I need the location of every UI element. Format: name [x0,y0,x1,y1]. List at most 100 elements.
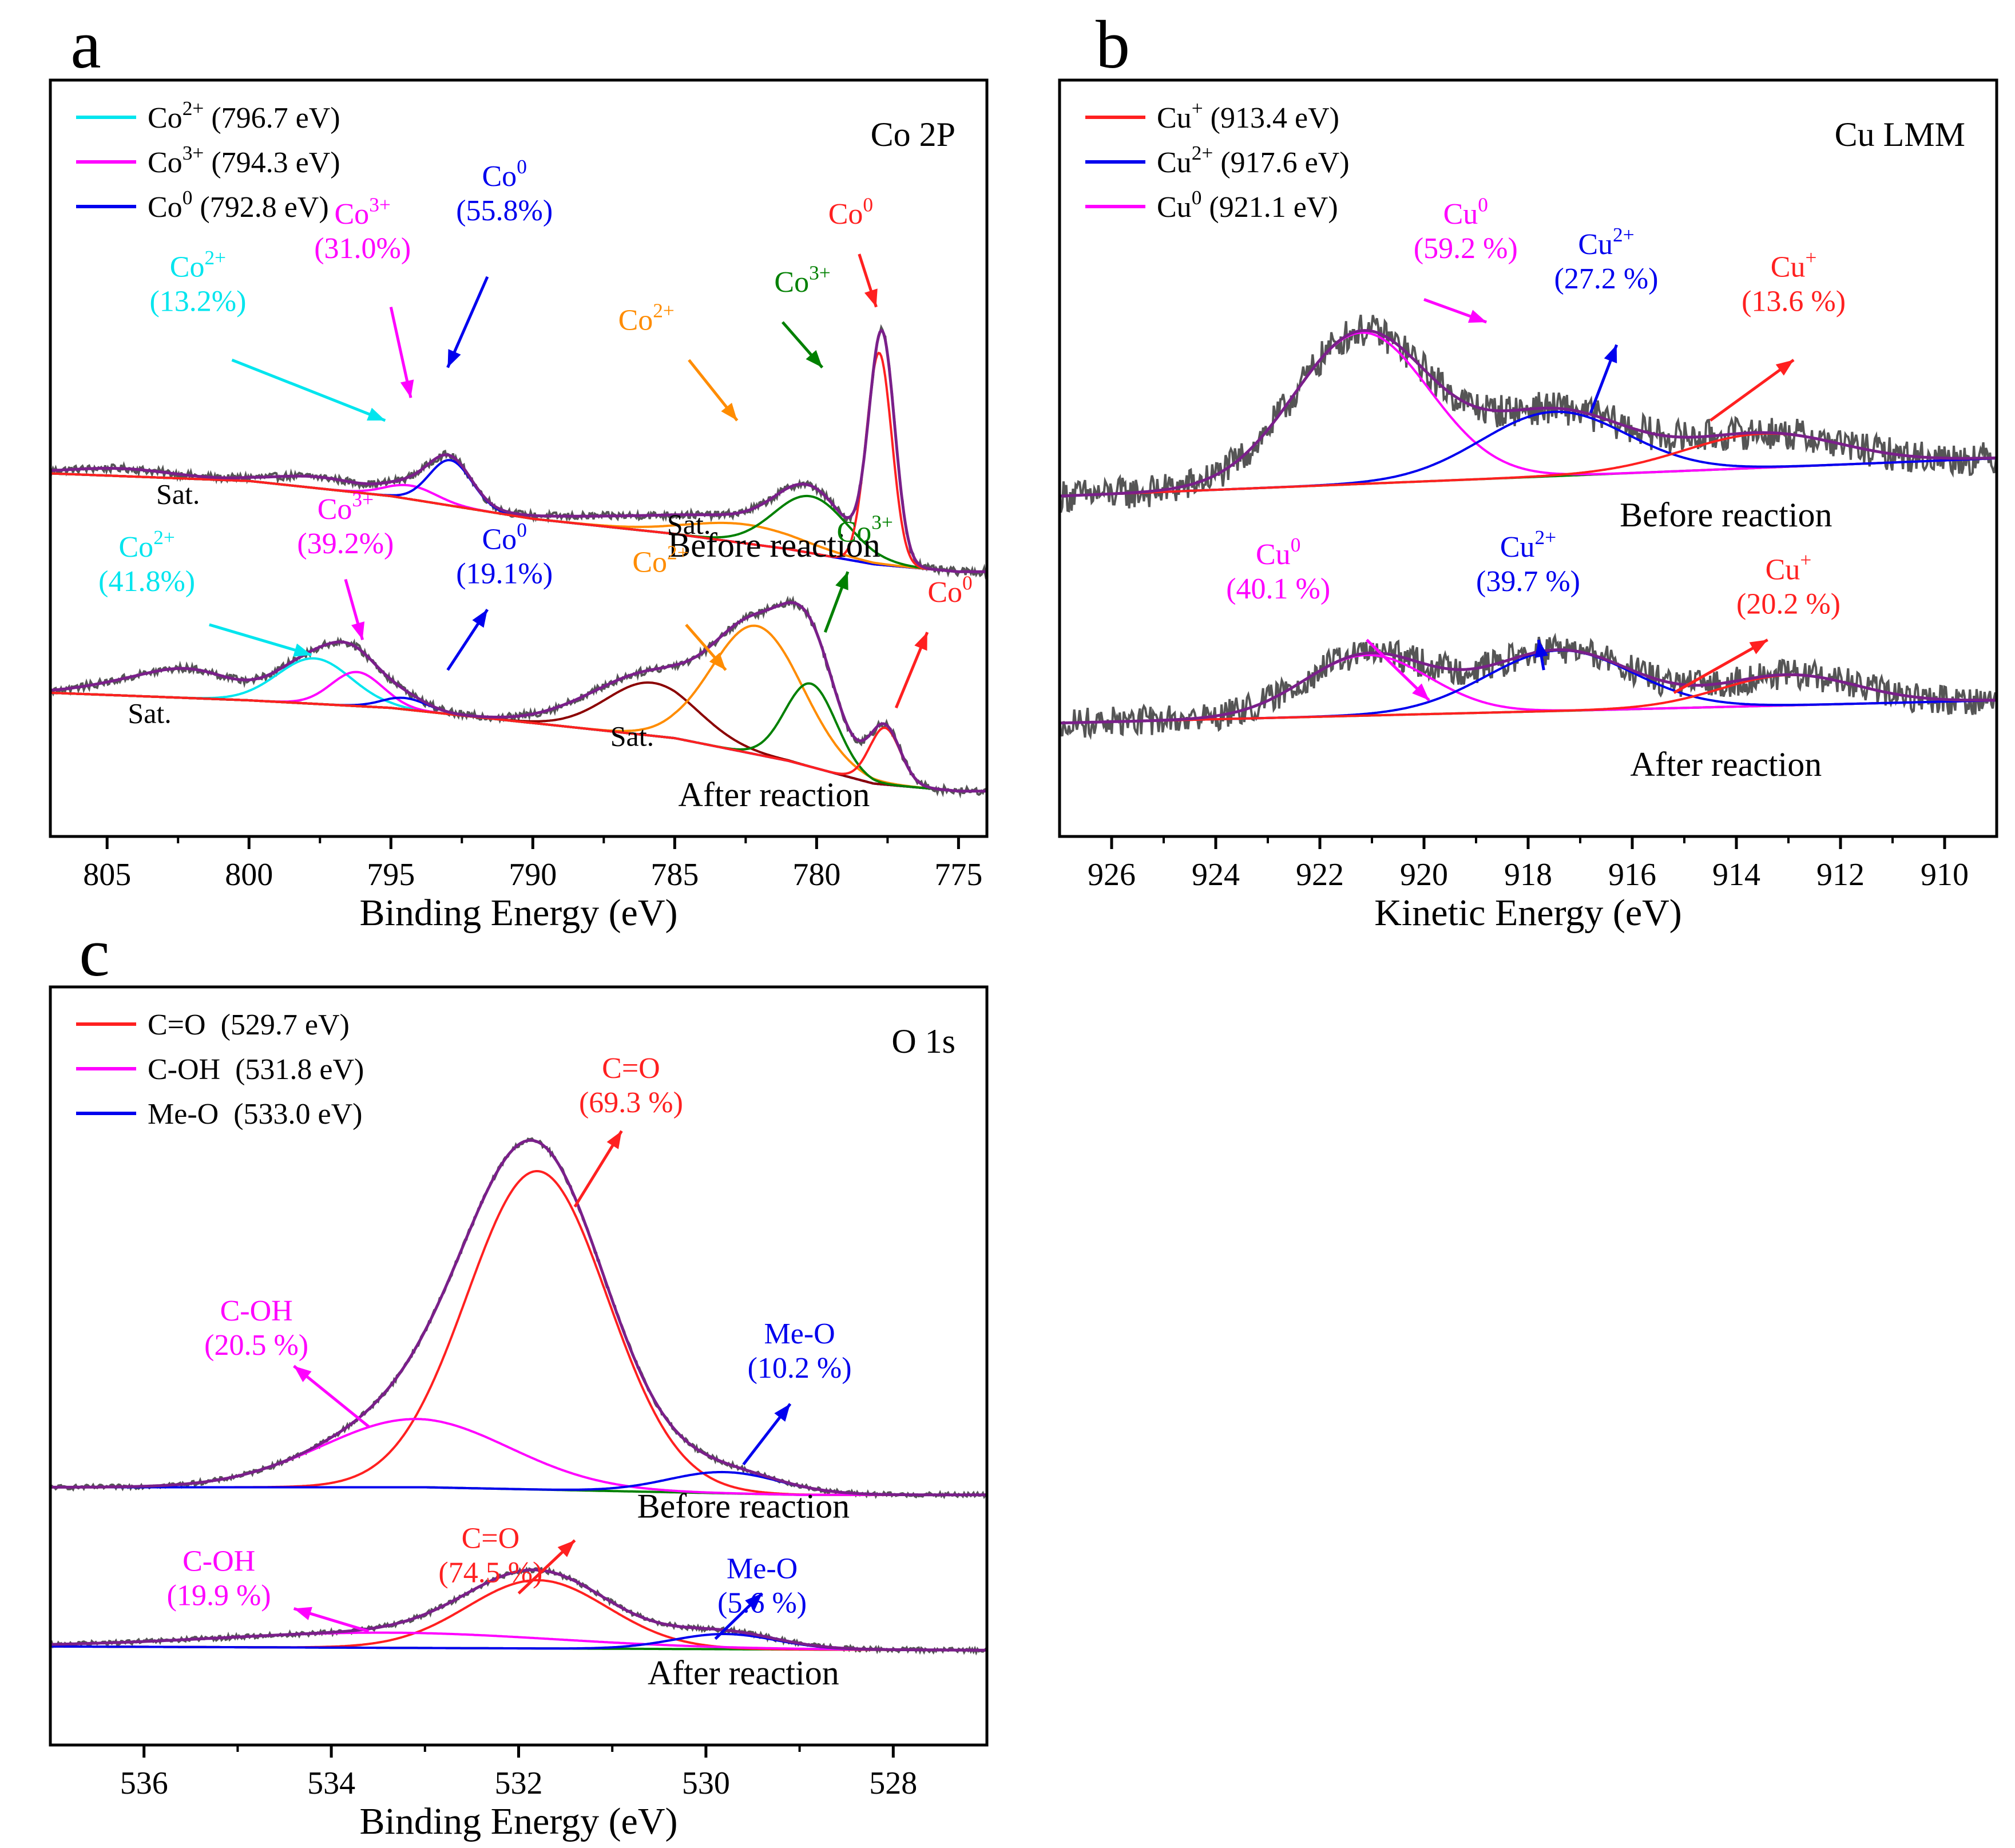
peak-percent: (19.1%) [456,558,553,590]
chart-title: Cu LMM [1835,116,1965,153]
legend-entry: Cu2+ (917.6 eV) [1157,141,1350,179]
x-tick-label: 785 [650,857,699,893]
legend-entry: Co3+ (794.3 eV) [148,141,340,179]
peak-percent: (31.0%) [314,232,411,265]
chart-title: Co 2P [871,116,955,153]
x-tick-label: 918 [1504,857,1552,893]
x-tick-label: 775 [934,857,982,893]
peak-percent: (13.2%) [149,285,246,318]
peak-label: Me-O [764,1318,835,1350]
peak-arrow [1534,639,1549,671]
peak-label: Cu0 [1256,533,1300,571]
peak-percent: (19.9 %) [167,1579,271,1612]
fit-component [1060,410,1997,498]
legend-entry: C=O (529.7 eV) [148,1009,350,1041]
series-group-before [50,324,987,580]
legend-entry: C-OH (531.8 eV) [148,1053,364,1086]
x-axis: 926 924 922 920 918 916 914 912 910 Kinetic Energ… [1088,836,1969,934]
peak-arrow [1709,359,1795,422]
x-tick-label: 780 [792,857,840,893]
peak-arrow [1589,344,1619,414]
fit-component [50,691,987,792]
x-tick-label: 910 [1921,857,1969,893]
fit-envelope [1060,648,1997,725]
fit-envelope [50,1139,987,1497]
sat-label: Sat. [610,720,654,752]
peak-arrow [446,609,489,671]
peak-label: Cu+ [1766,549,1812,586]
x-tick-label: 530 [682,1766,730,1801]
sat-label: Sat. [667,508,711,540]
plot-area [50,324,987,799]
x-tick-label: 795 [367,857,415,893]
peak-label: C-OH [220,1295,293,1327]
peak-arrow [781,321,824,369]
peak-label: Co0 [828,193,873,231]
peak-arrow [446,276,489,368]
x-tick-label: 914 [1712,857,1760,893]
series-group-before [1060,314,1997,513]
sat-label: Sat. [156,478,200,510]
x-axis-label: Binding Energy (eV) [359,1801,677,1842]
peak-label: C=O [462,1522,520,1555]
annotations-after: C=O(74.5 %) C-OH(19.9 %) Me-O(5.6 %) After … [167,1522,839,1692]
x-tick-label: 912 [1816,857,1865,893]
x-tick-label: 528 [869,1766,917,1801]
peak-label: C=O [602,1052,660,1085]
fit-component [50,1170,987,1496]
fit-component [50,682,987,792]
peak-percent: (27.2 %) [1554,263,1659,295]
peak-label: Co3+ [318,488,374,526]
x-axis-label: Binding Energy (eV) [359,892,677,934]
raw-spectrum [1060,632,1997,740]
series-group-after [1060,632,1997,740]
fit-envelope [50,1568,987,1652]
peak-label: Co0 [482,518,527,556]
peak-arrow [823,571,850,633]
peak-label: Co0 [927,571,972,609]
raw-spectrum [50,1137,987,1500]
chart-title: O 1s [891,1022,955,1060]
legend-entry: Co0 (792.8 eV) [148,186,329,224]
condition-label: Before reaction [637,1488,850,1525]
peak-arrow [573,1130,623,1208]
peak-arrow [389,307,414,398]
x-axis: 536 534 532 530 528 Binding Energy (eV) [120,1745,917,1842]
peak-arrow [1673,639,1768,694]
legend: Cu+ (913.4 eV) Cu2+ (917.6 eV) Cu0 (921.1 … [1085,97,1350,224]
condition-label: After reaction [679,776,870,814]
x-tick-label: 800 [225,857,273,893]
panel-c: cC=O(69.3 %)C-OH(20.5 %) Me-O(10.2 %)Befo… [49,914,989,1842]
legend-entry: Me-O (533.0 eV) [148,1098,362,1131]
condition-label: After reaction [648,1654,839,1692]
peak-arrow [688,359,739,422]
x-tick-label: 532 [495,1766,543,1801]
fit-component [50,351,987,573]
panel-letter: b [1096,6,1130,82]
x-axis: 805 800 795 790 785 780 775 Binding Energy (eV) [83,836,982,934]
panel-letter: a [70,6,101,82]
x-tick-label: 920 [1400,857,1448,893]
condition-label: Before reaction [668,526,880,564]
peak-percent: (13.6 %) [1742,285,1846,318]
peak-percent: (40.1 %) [1226,573,1330,605]
peak-arrow [517,1539,576,1595]
peak-arrow [1423,298,1488,324]
peak-label: Co3+ [837,511,893,549]
peak-percent: (39.2%) [297,528,394,560]
fit-component [50,624,987,792]
peak-label: Cu2+ [1500,526,1556,564]
condition-label: After reaction [1630,745,1822,783]
peak-label: Co3+ [335,193,391,231]
plot-area [50,1137,987,1656]
peak-arrow [894,632,929,709]
peak-percent: (55.8%) [456,195,553,227]
sat-label: Sat. [128,697,171,729]
plot-area [1060,314,1997,740]
peak-label: Me-O [727,1553,798,1585]
x-tick-label: 805 [83,857,131,893]
axes-frame [49,78,989,838]
peak-label: Cu2+ [1578,223,1634,261]
condition-label: Before reaction [1620,496,1832,534]
